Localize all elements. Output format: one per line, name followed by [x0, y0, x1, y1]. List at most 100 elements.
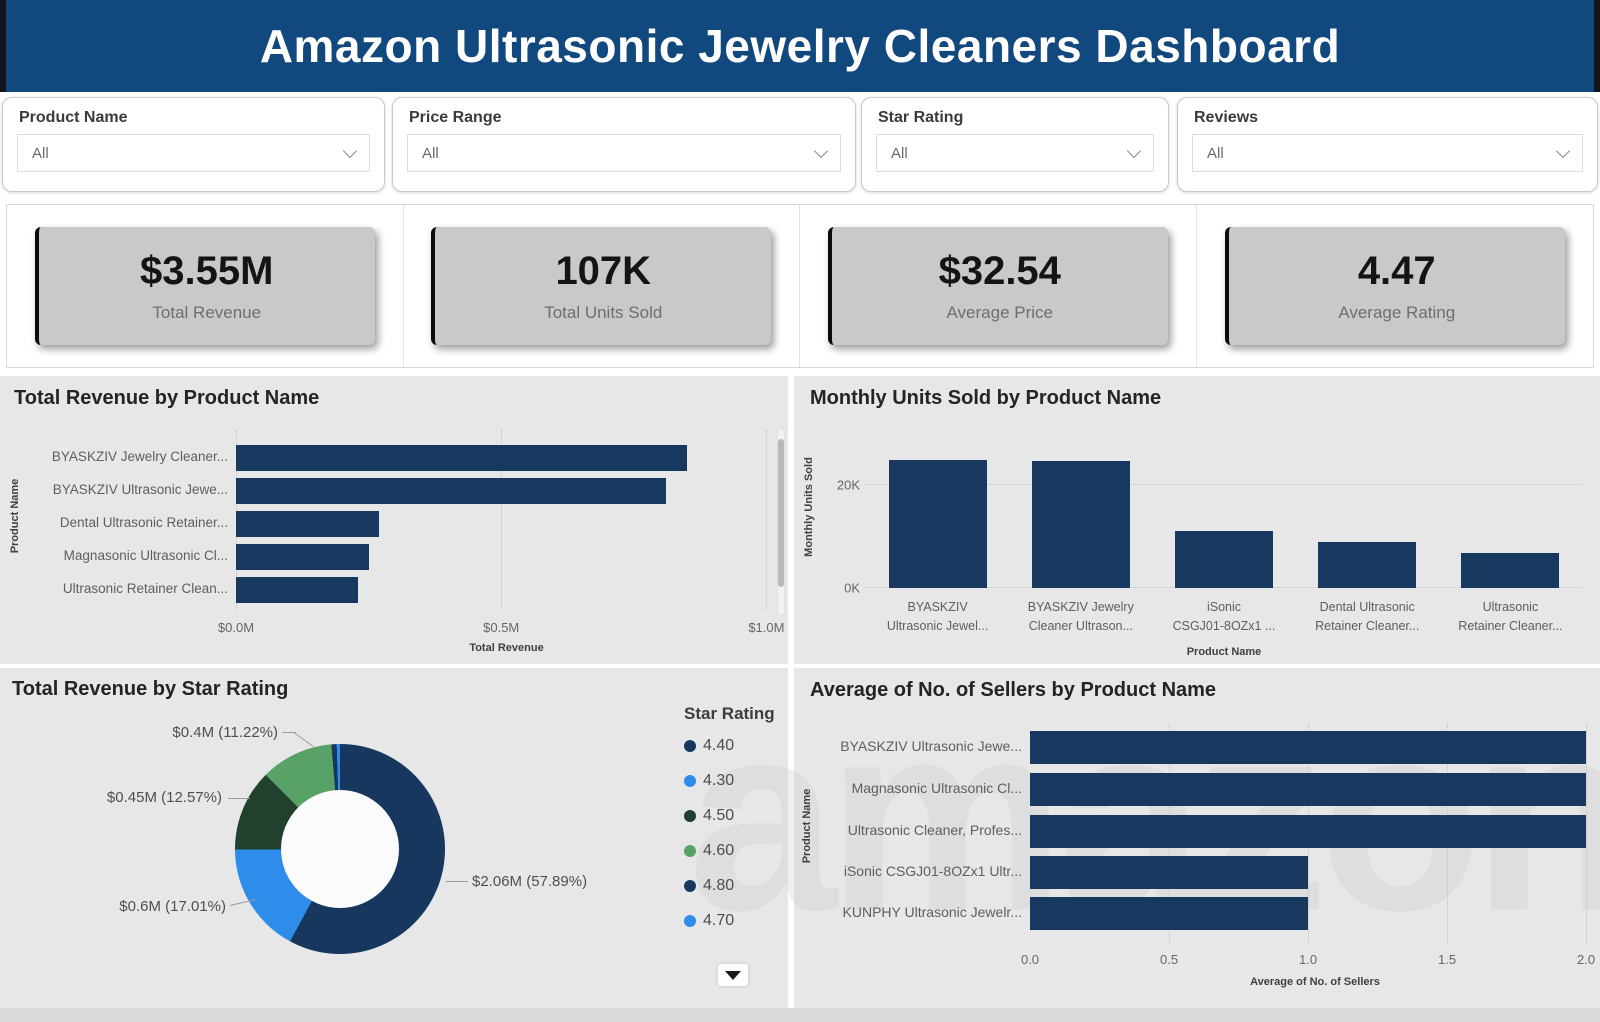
- reviews-filter-dropdown[interactable]: All: [1192, 134, 1583, 172]
- column-byaskziv-jewelry[interactable]: [1031, 461, 1130, 588]
- bottom-strip: [0, 1008, 1600, 1022]
- donut-hole: [281, 790, 399, 908]
- dashboard-header: Amazon Ultrasonic Jewelry Cleaners Dashb…: [0, 0, 1600, 92]
- category-label: Magnasonic Ultrasonic Cl...: [63, 548, 228, 563]
- legend: Star Rating 4.40 4.30 4.50 4.60 4.80: [684, 704, 775, 947]
- x-axis-title: Product Name: [1186, 646, 1262, 658]
- bar-byaskziv-ultrasonic[interactable]: [236, 478, 666, 504]
- column-dental-ultrasonic[interactable]: [1318, 542, 1417, 588]
- star-rating-filter-dropdown[interactable]: All: [876, 134, 1154, 172]
- category-label: Ultrasonic Retainer Cleaner...: [1458, 600, 1563, 633]
- kpi-card-total-revenue: $3.55M Total Revenue: [34, 227, 375, 345]
- kpi-card-total-units-sold: 107K Total Units Sold: [431, 227, 772, 345]
- scrollbar-thumb[interactable]: [778, 439, 784, 587]
- kpi-label: Average Price: [946, 303, 1053, 322]
- chart-title: Monthly Units Sold by Product Name: [810, 387, 1162, 409]
- x-tick: 2.0: [1577, 952, 1596, 967]
- category-label: Ultrasonic Retainer Clean...: [62, 581, 228, 596]
- bar-isonic[interactable]: [1030, 856, 1309, 889]
- bar-magnasonic[interactable]: [236, 544, 369, 570]
- triangle-down-icon: [725, 970, 741, 980]
- x-tick: 1.5: [1438, 952, 1457, 967]
- x-tick: $1.0M: [748, 620, 785, 635]
- legend-item-4.70[interactable]: 4.70: [684, 912, 775, 930]
- column-byaskziv-ultrasonic[interactable]: [888, 460, 987, 588]
- column-slot: [866, 434, 1009, 588]
- category-label: BYASKZIV Jewelry Cleaner...: [51, 449, 228, 464]
- kpi-value: $3.55M: [140, 249, 274, 293]
- kpi-cell: $3.55M Total Revenue: [7, 205, 404, 367]
- y-axis: 20K 0K: [820, 434, 860, 596]
- legend-item-4.60[interactable]: 4.60: [684, 842, 775, 860]
- legend-dot-icon: [684, 775, 696, 787]
- kpi-label: Total Revenue: [152, 303, 262, 322]
- column-isonic[interactable]: [1175, 531, 1273, 588]
- donut-ring[interactable]: [235, 744, 445, 954]
- filter-label: Star Rating: [878, 109, 964, 126]
- y-axis-title: Monthly Units Sold: [803, 457, 815, 557]
- category-label: BYASKZIV Ultrasonic Jewe...: [840, 738, 1022, 754]
- category-label: Ultrasonic Cleaner, Profes...: [847, 822, 1022, 838]
- slice-label-4.60: $0.4M (11.22%): [172, 724, 278, 741]
- chevron-down-icon[interactable]: [342, 143, 358, 158]
- dropdown-value: All: [32, 144, 49, 162]
- filter-label: Price Range: [409, 109, 502, 126]
- filter-label: Reviews: [1194, 109, 1259, 126]
- bar-ultrasonic-professional[interactable]: [1030, 815, 1587, 848]
- kpi-cell: $32.54 Average Price: [800, 205, 1197, 367]
- gridline: [1586, 724, 1588, 944]
- bar-byaskziv-ultrasonic[interactable]: [1030, 731, 1587, 764]
- legend-item-4.50[interactable]: 4.50: [684, 807, 775, 825]
- plot-area: [866, 434, 1582, 588]
- plot-area: [236, 430, 777, 610]
- filter-card-star-rating: Star Rating All: [861, 97, 1169, 192]
- callout-line: [446, 881, 468, 882]
- price-range-filter-dropdown[interactable]: All: [407, 134, 841, 172]
- kpi-row: $3.55M Total Revenue 107K Total Units So…: [6, 204, 1594, 368]
- kpi-cell: 4.47 Average Rating: [1197, 205, 1594, 367]
- column-ultrasonic-retainer[interactable]: [1461, 552, 1560, 588]
- x-axis: $0.0M $0.5M $1.0M: [218, 620, 785, 640]
- page-title: Amazon Ultrasonic Jewelry Cleaners Dashb…: [259, 20, 1341, 72]
- category-label: Magnasonic Ultrasonic Cl...: [851, 780, 1022, 796]
- kpi-value: 107K: [555, 249, 652, 293]
- chevron-down-icon[interactable]: [813, 143, 829, 158]
- bar-magnasonic[interactable]: [1030, 773, 1587, 806]
- chevron-down-icon[interactable]: [1126, 143, 1142, 158]
- column-group: [866, 434, 1582, 588]
- bar-dental-ultrasonic[interactable]: [236, 511, 380, 537]
- revenue-by-star-rating-chart: Total Revenue by Star Rating $0.4M (11.2…: [0, 668, 788, 1008]
- dropdown-value: All: [891, 144, 908, 162]
- category-label: iSonic CSGJ01-8OZx1 ...: [1172, 600, 1276, 633]
- x-tick: 1.0: [1299, 952, 1318, 967]
- chart-scrollbar[interactable]: [777, 428, 785, 616]
- category-label: iSonic CSGJ01-8OZx1 Ultr...: [843, 863, 1022, 879]
- x-tick: $0.5M: [483, 620, 520, 635]
- legend-item-4.30[interactable]: 4.30: [684, 772, 775, 790]
- filter-card-product-name: Product Name All: [2, 97, 385, 192]
- bar-byaskziv-jewelry-cleaner[interactable]: [236, 445, 687, 471]
- legend-dot-icon: [684, 915, 696, 927]
- legend-dot-icon: [684, 810, 696, 822]
- bar-kunphy[interactable]: [1030, 897, 1309, 930]
- legend-item-4.80[interactable]: 4.80: [684, 877, 775, 895]
- filter-card-reviews: Reviews All: [1177, 97, 1598, 192]
- x-axis-categories: BYASKZIV Ultrasonic Jewel... BYASKZIV Jew…: [866, 598, 1582, 636]
- bar-ultrasonic-retainer[interactable]: [236, 577, 358, 603]
- plot-area: [1030, 724, 1600, 944]
- category-label: Dental Ultrasonic Retainer...: [59, 515, 228, 530]
- product-name-filter-dropdown[interactable]: All: [17, 134, 370, 172]
- chevron-down-icon[interactable]: [1555, 143, 1571, 158]
- gridline: [501, 430, 503, 610]
- legend-dot-icon: [684, 845, 696, 857]
- category-label: KUNPHY Ultrasonic Jewelr...: [842, 904, 1022, 920]
- slice-label-4.40: $2.06M (57.89%): [472, 873, 588, 890]
- gridline: [766, 430, 768, 610]
- filter-card-price-range: Price Range All: [392, 97, 856, 192]
- legend-scroll-down-button[interactable]: [718, 964, 748, 986]
- kpi-value: $32.54: [938, 249, 1061, 293]
- kpi-card-average-rating: 4.47 Average Rating: [1224, 227, 1565, 345]
- legend-dot-icon: [684, 880, 696, 892]
- callout-line: [282, 732, 296, 733]
- legend-item-4.40[interactable]: 4.40: [684, 737, 775, 755]
